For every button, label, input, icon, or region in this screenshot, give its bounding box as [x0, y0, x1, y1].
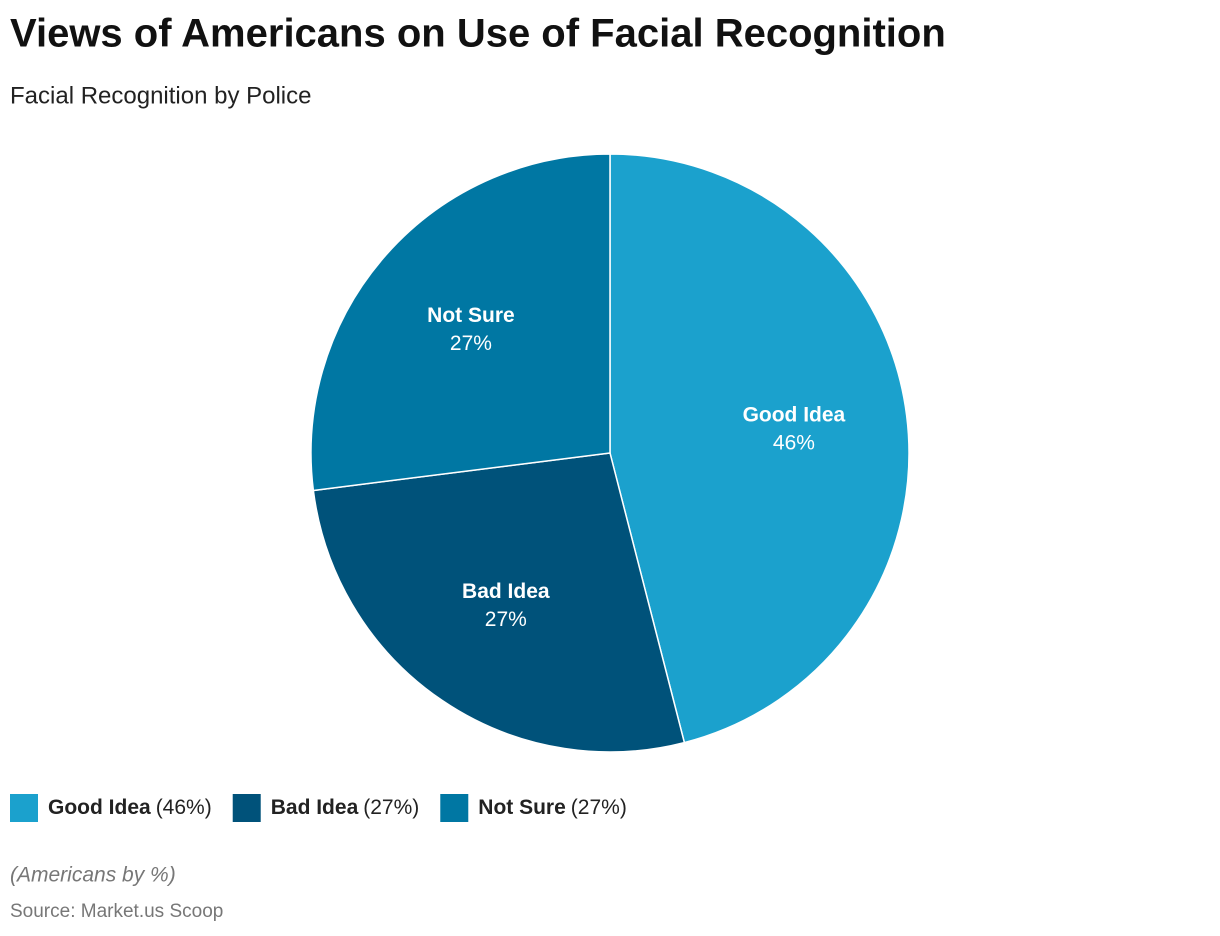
legend-label: Not Sure (27%): [478, 796, 627, 819]
chart-title: Views of Americans on Use of Facial Reco…: [10, 12, 946, 56]
slice-value-label: 46%: [773, 431, 815, 454]
legend-swatch: [10, 794, 38, 822]
pie-slice: [609, 153, 910, 744]
legend-label: Good Idea (46%): [48, 796, 212, 819]
source: Source: Market.us Scoop: [10, 901, 223, 922]
slice-label: Bad Idea: [462, 580, 550, 603]
legend-name: Not Sure: [478, 796, 566, 819]
slice-label: Good Idea: [743, 403, 846, 426]
legend-swatch: [232, 794, 261, 822]
slice-value-label: 27%: [485, 608, 527, 631]
chart-subtitle: Facial Recognition by Police: [10, 82, 312, 109]
legend-label: Bad Idea (27%): [271, 796, 420, 819]
legend-value: (27%): [571, 796, 627, 819]
legend-value: (46%): [156, 796, 212, 819]
pie-slice: [310, 153, 611, 492]
slice-value-label: 27%: [450, 332, 492, 355]
legend-value: (27%): [363, 796, 419, 819]
slice-label: Not Sure: [427, 304, 515, 327]
legend-name: Good Idea: [48, 796, 151, 819]
legend-name: Bad Idea: [271, 796, 359, 819]
legend-swatch: [440, 794, 469, 822]
note: (Americans by %): [10, 864, 176, 887]
pie-slice: [312, 452, 686, 753]
